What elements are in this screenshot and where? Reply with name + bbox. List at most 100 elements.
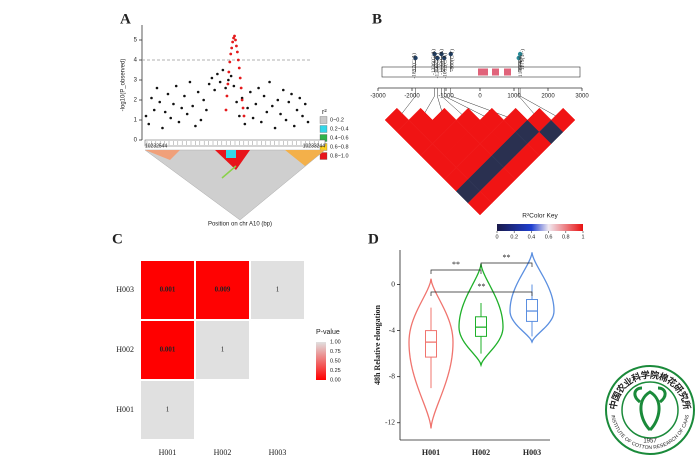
legend-label: 0.2~0.4	[330, 126, 349, 132]
panel-label: C	[112, 231, 123, 247]
snp-point	[301, 114, 304, 118]
heat-cell	[141, 321, 194, 379]
snp-point	[298, 96, 302, 100]
y-tick-label: 1	[134, 118, 138, 124]
lead-snp-point	[237, 66, 241, 70]
snp-point	[166, 92, 170, 96]
lead-snp-point	[239, 86, 243, 90]
snp-point	[254, 102, 258, 106]
snp-point	[155, 86, 159, 90]
cell-label: 1	[276, 286, 280, 294]
x-tick-label: -1000	[438, 94, 454, 100]
heat-cell	[196, 261, 249, 319]
x-tick-label: 1000	[507, 94, 521, 100]
legend-label: 0.6~0.8	[330, 144, 349, 150]
legend-label: 0.8~1.0	[330, 153, 349, 159]
legend-bar	[316, 342, 326, 380]
logo-emblem	[633, 386, 667, 432]
snp-point	[303, 102, 307, 106]
significance-label: **	[478, 282, 486, 291]
lead-snp-point	[230, 46, 234, 50]
lead-snp-point	[231, 40, 235, 44]
snp-point	[158, 100, 162, 104]
heat-cell	[251, 261, 304, 319]
variant-marker	[517, 51, 523, 57]
logo: 中国农业科学院棉花研究所 INSTITUTE OF COTTON RESEARC…	[605, 365, 695, 455]
legend-label: 0~0.2	[330, 117, 344, 123]
snp-point	[240, 96, 244, 100]
variant-label: 1179(T/-)	[519, 49, 526, 70]
variant-marker	[439, 51, 444, 57]
exon	[478, 68, 488, 76]
legend-title: r²	[322, 109, 327, 116]
variant-marker	[435, 55, 440, 61]
variant-label: -1336(G/A)	[430, 49, 437, 75]
heat-cell	[141, 261, 194, 319]
snp-point	[210, 76, 214, 80]
snp-point	[183, 94, 186, 98]
lead-snp-point	[234, 38, 237, 42]
x-tick-label: H002	[472, 448, 490, 457]
color-key-tick-label: 0.6	[545, 234, 553, 240]
y-tick-label: H003	[116, 285, 134, 294]
snp-point	[207, 82, 211, 86]
snp-point	[284, 118, 288, 122]
snp-point	[287, 100, 291, 104]
ld-cell	[550, 107, 576, 133]
legend-tick-label: 0.50	[330, 358, 341, 364]
significance-label: **	[503, 253, 511, 262]
snp-point	[196, 90, 200, 94]
snp-point	[243, 122, 247, 126]
y-tick-label: 0	[134, 138, 138, 144]
snp-point	[174, 84, 178, 88]
variant-marker	[448, 51, 453, 57]
legend-swatch	[319, 152, 328, 160]
color-key-tick-label: 0.8	[562, 234, 570, 240]
snp-point	[169, 116, 173, 120]
lead-snp-point	[241, 106, 245, 110]
start-label: 10232544	[145, 143, 167, 149]
variant-label: 1139(A/G)	[517, 53, 524, 77]
snp-point	[191, 104, 194, 108]
x-tick-label: -3000	[370, 94, 386, 100]
legend-tick-label: 1.00	[330, 339, 341, 345]
snp-point	[238, 114, 241, 118]
lead-snp-point	[240, 98, 244, 102]
lead-snp-point	[233, 34, 236, 38]
snp-point	[279, 112, 282, 116]
x-tick-label: H003	[523, 448, 541, 457]
snp-point	[150, 96, 153, 100]
x-tick-label: H001	[159, 448, 177, 457]
lead-snp-point	[242, 114, 246, 118]
snp-point	[188, 80, 192, 84]
color-key-bar	[497, 224, 583, 231]
logo-year: 1957	[643, 439, 657, 445]
snp-point	[152, 108, 156, 112]
snp-point	[229, 74, 233, 78]
lead-snp-point	[235, 50, 239, 54]
lead-snp-point	[236, 58, 240, 62]
snp-point	[290, 92, 293, 96]
y-tick-label: H002	[116, 345, 134, 354]
snp-point	[257, 86, 260, 90]
lead-snp-point	[224, 108, 228, 112]
snp-point	[276, 98, 280, 102]
color-key-tick-label: 1	[581, 234, 584, 240]
y-axis-title: 48h Relative elongation	[373, 304, 382, 385]
y-tick-label: 3	[134, 78, 138, 84]
x-axis-title: Position on chr A10 (bp)	[208, 222, 272, 228]
snp-point	[249, 90, 252, 94]
lead-snp-point	[229, 52, 233, 56]
ld-cyan	[226, 150, 236, 158]
snp-point	[180, 106, 183, 110]
lead-snp-point	[235, 44, 238, 48]
snp-point	[163, 110, 167, 114]
legend-tick-label: 0.00	[330, 377, 341, 383]
snp-point	[213, 88, 216, 92]
x-tick-label: H003	[269, 448, 287, 457]
lead-snp-point	[226, 82, 230, 86]
heat-cell	[196, 321, 249, 379]
snp-point	[144, 114, 148, 118]
y-tick-label: -12	[385, 417, 395, 426]
